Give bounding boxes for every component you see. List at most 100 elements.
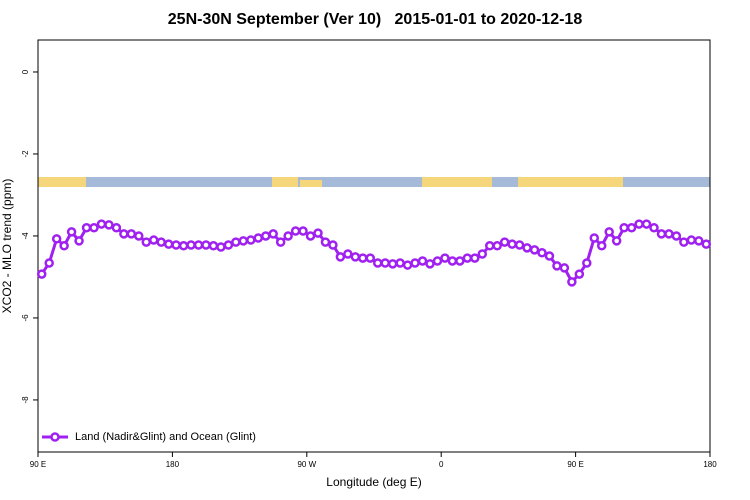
data-point xyxy=(701,239,712,249)
data-point xyxy=(275,237,286,247)
x-tick-label: 0 xyxy=(439,460,444,469)
data-point xyxy=(641,219,652,229)
data-point xyxy=(148,235,159,245)
data-point xyxy=(589,233,600,243)
data-point xyxy=(402,260,413,270)
data-point xyxy=(634,219,644,229)
data-point xyxy=(626,223,637,233)
data-point xyxy=(96,219,107,229)
data-point xyxy=(119,229,129,239)
x-tick-label: 180 xyxy=(166,460,180,469)
data-point xyxy=(694,236,704,246)
data-point xyxy=(686,235,697,245)
data-point xyxy=(141,237,152,247)
data-point xyxy=(134,231,144,241)
data-point xyxy=(410,258,420,268)
data-point xyxy=(246,235,256,245)
data-point xyxy=(552,261,562,271)
y-tick-label: -6 xyxy=(21,314,30,322)
data-point xyxy=(477,249,488,259)
x-axis-label: Longitude (deg E) xyxy=(326,475,421,489)
data-point xyxy=(679,237,689,247)
data-point xyxy=(320,237,331,247)
data-point xyxy=(44,258,54,268)
data-point xyxy=(178,241,189,251)
data-point xyxy=(208,241,219,251)
data-point xyxy=(574,269,585,279)
data-point xyxy=(462,253,473,263)
data-point xyxy=(440,253,450,263)
data-point xyxy=(305,231,316,241)
data-point xyxy=(81,223,92,233)
data-point xyxy=(619,223,629,233)
data-point xyxy=(59,241,69,251)
data-point xyxy=(567,277,577,287)
data-point xyxy=(387,259,398,269)
data-point xyxy=(425,259,435,269)
data-point xyxy=(163,239,174,249)
data-point xyxy=(372,258,383,268)
data-point xyxy=(611,236,622,246)
legend-label: Land (Nadir&Glint) and Ocean (Glint) xyxy=(75,431,256,443)
data-point xyxy=(201,240,211,250)
data-point xyxy=(186,240,196,250)
data-point xyxy=(231,237,241,247)
data-point xyxy=(447,256,458,266)
data-point xyxy=(335,252,346,262)
y-tick-label: -2 xyxy=(21,150,30,158)
data-point xyxy=(380,258,390,268)
data-point xyxy=(470,253,480,263)
data-point xyxy=(559,263,570,273)
plot-frame xyxy=(37,39,711,453)
data-point xyxy=(582,258,592,268)
data-point xyxy=(328,240,338,250)
data-point xyxy=(365,253,376,263)
data-point xyxy=(283,231,293,241)
x-tick-label: 90 E xyxy=(30,460,46,469)
data-point xyxy=(238,236,249,246)
data-point xyxy=(89,223,99,233)
y-tick-label: 0 xyxy=(21,69,30,74)
chart-title: 25N-30N September (Ver 10) 2015-01-01 to… xyxy=(168,11,583,28)
data-point xyxy=(193,240,204,250)
data-point xyxy=(544,251,555,261)
data-point xyxy=(51,234,62,244)
data-point xyxy=(156,237,166,247)
data-point xyxy=(529,245,540,255)
y-axis-label: XCO2 - MLO trend (ppm) xyxy=(0,179,14,314)
data-point xyxy=(111,223,122,233)
data-point xyxy=(492,241,502,251)
data-point xyxy=(649,223,659,233)
data-point xyxy=(171,240,181,250)
data-point xyxy=(298,226,308,236)
data-point xyxy=(656,229,667,239)
data-point xyxy=(36,269,47,279)
data-point xyxy=(432,256,443,266)
data-point xyxy=(74,236,84,246)
data-point xyxy=(507,239,517,249)
data-point xyxy=(66,227,77,237)
data-point xyxy=(671,231,682,241)
data-point xyxy=(223,240,234,250)
data-point xyxy=(664,229,674,239)
data-point xyxy=(260,231,271,241)
y-tick-label: -4 xyxy=(21,232,30,240)
data-point xyxy=(104,220,114,230)
data-point xyxy=(126,229,137,239)
x-tick-label: 90 W xyxy=(297,460,316,469)
data-point xyxy=(253,233,264,243)
data-point xyxy=(395,258,405,268)
map-strip xyxy=(38,177,710,187)
data-point xyxy=(499,237,510,247)
data-point xyxy=(350,252,361,262)
data-point xyxy=(604,227,614,237)
x-tick-label: 180 xyxy=(703,460,717,469)
data-point xyxy=(537,248,547,258)
y-tick-label: -8 xyxy=(21,396,30,404)
data-point xyxy=(290,226,301,236)
legend-marker xyxy=(50,432,60,442)
data-point xyxy=(268,229,278,239)
data-point xyxy=(216,242,226,252)
data-point xyxy=(596,241,607,251)
